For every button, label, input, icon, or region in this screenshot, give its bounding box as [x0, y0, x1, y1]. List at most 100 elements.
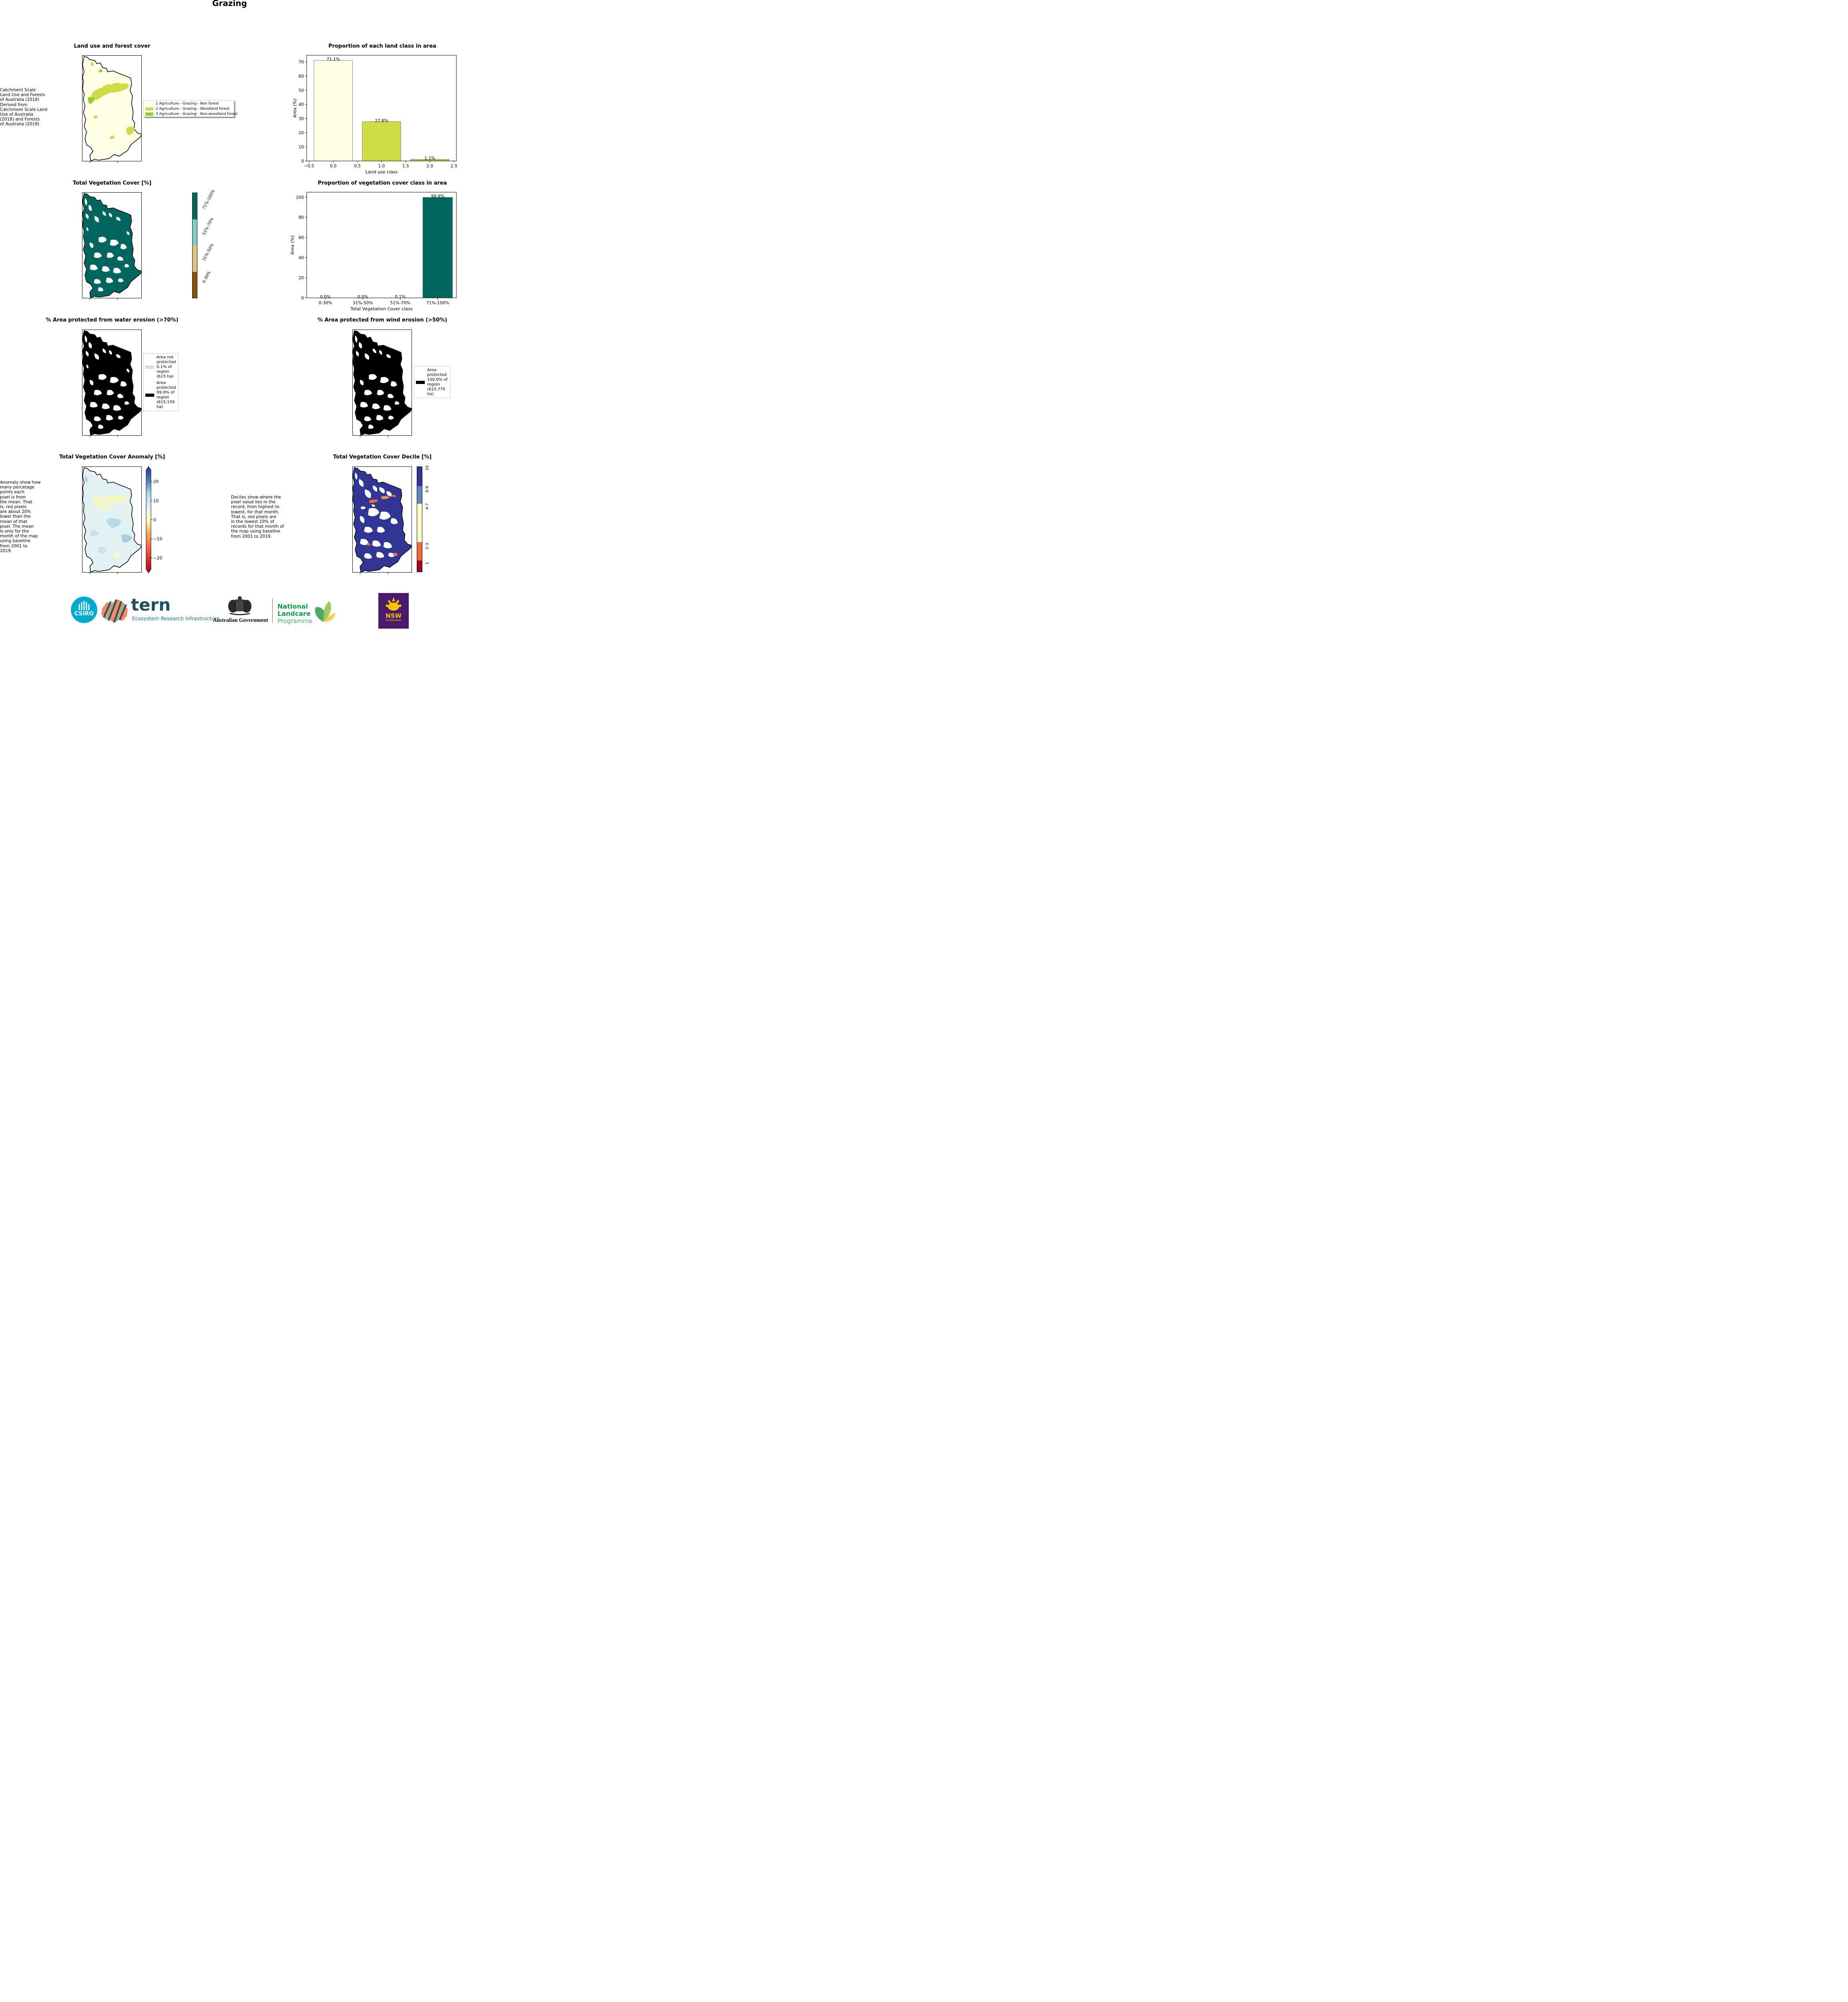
legend-label: Area protected 99.9% of region (615,159 …: [157, 381, 176, 409]
map-tick: [117, 573, 118, 574]
page-title: Grazing: [212, 0, 247, 8]
wind-erosion-map-canvas: [353, 330, 412, 435]
y-tick-label: 40: [299, 103, 304, 107]
colorbar-label: 31%-50%: [202, 243, 215, 262]
decile-map: [352, 466, 412, 573]
colorbar-segment: [417, 467, 422, 486]
y-axis-label: Area (%): [292, 98, 297, 118]
colorbar-segment: [417, 561, 422, 572]
wind-erosion-map: [352, 330, 412, 436]
coat-of-arms-icon: [228, 596, 251, 615]
legend-label: Area not protected 0.1% of region (615 h…: [157, 355, 176, 379]
csiro-logo: CSIRO: [71, 597, 97, 623]
legend-swatch: [145, 112, 153, 116]
bar-data-label: 0.0%: [358, 295, 368, 299]
vegclass-bar-chart: 0.0% 0-30% 0.0% 31%-50% 0.1% 51%-70% 99.9% 71%-…: [290, 192, 457, 312]
y-tick-label: 70: [299, 60, 304, 65]
landcare-programme: Programme: [277, 617, 313, 625]
x-tick-label: 1.0: [378, 164, 385, 169]
y-tick-label: 0: [301, 296, 304, 301]
colorbar-tick-label: −20: [153, 556, 162, 561]
legend-item: 1 Agriculture - Grazing - Non forest: [144, 101, 234, 106]
tern-subtitle: Ecosystem Research Infrastructure: [132, 615, 220, 621]
anomaly-map-title: Total Vegetation Cover Anomaly [%]: [59, 454, 165, 460]
anomaly-map: [82, 466, 142, 573]
bar-data-label: 0.0%: [320, 295, 331, 299]
bar: [313, 60, 353, 161]
decile-orange-patches: [361, 494, 398, 556]
landcare-leaf-icon: [315, 601, 335, 622]
colorbar-segment: [417, 486, 422, 504]
y-tick-label: 10: [299, 145, 304, 150]
legend-label: 1 Agriculture - Grazing - Non forest: [156, 101, 219, 106]
y-axis-label: Area (%): [290, 235, 295, 255]
colorbar-tick-label: 10: [153, 498, 159, 503]
landcare-line: National: [277, 603, 308, 610]
x-tick-label: 1.5: [402, 164, 409, 169]
x-axis-label: Land use class: [366, 169, 398, 175]
colorbar-segment: [193, 271, 197, 298]
x-tick-label: 0.0: [330, 164, 337, 169]
water-erosion-map: [82, 330, 142, 436]
y-tick-label: 0: [301, 159, 304, 164]
x-tick-label: 71%-100%: [426, 301, 449, 306]
water-erosion-legend: Area not protected 0.1% of region (615 h…: [143, 353, 179, 411]
australian-government-wordmark: Australian Government: [213, 617, 268, 623]
landuse-map-title: Land use and forest cover: [74, 43, 151, 49]
legend-swatch: [145, 366, 154, 369]
colorbar-label: 71%-100%: [202, 189, 216, 211]
legend-label: Area protected 100.0% of region (615,775…: [427, 368, 448, 396]
wind-erosion-legend: Area protected 100.0% of region (615,775…: [414, 366, 451, 398]
colorbar-segment: [193, 193, 197, 219]
legend-swatch: [145, 394, 154, 397]
veg-cover-map-canvas: [82, 193, 141, 298]
colorbar-label: 0-30%: [202, 270, 212, 284]
legend-item: 3 Agriculture - Grazing - Non-woodland f…: [144, 111, 237, 117]
landuse-map-note: Catchment Scale Land Use and Forests of …: [0, 88, 48, 127]
y-tick-label: 20: [299, 131, 304, 135]
nsw-logo: NSW GOVERNMENT: [378, 593, 409, 629]
decile-map-canvas: [353, 467, 412, 572]
decile-map-title: Total Vegetation Cover Decile [%]: [333, 454, 432, 460]
x-axis-label: Total Vegetation Cover class: [350, 306, 412, 312]
legend-item: Area protected 100.0% of region (615,775…: [414, 367, 450, 398]
plot-frame: [306, 192, 457, 298]
anomaly-colorbar: 20 10 0 −10 −20: [146, 466, 162, 573]
bar: [422, 197, 453, 298]
landuse-forest-patches: [88, 62, 135, 139]
wind-erosion-title: % Area protected from wind erosion (>50%…: [317, 317, 447, 323]
veg-cover-map-title: Total Vegetation Cover [%]: [72, 180, 152, 186]
colorbar-tick-label: 20: [153, 480, 159, 484]
landclass-chart-title: Proportion of each land class in area: [328, 43, 436, 49]
water-erosion-title: % Area protected from water erosion (>70…: [46, 317, 179, 323]
colorbar-label: 2-3: [425, 543, 430, 549]
bar-data-label: 27.8%: [375, 119, 388, 123]
colorbar-label: 8-9: [425, 486, 430, 492]
y-tick-label: 20: [299, 276, 304, 281]
y-tick-label: 60: [299, 74, 304, 79]
legend-item: Area protected 99.9% of region (615,159 …: [144, 380, 178, 410]
anomaly-map-note: Anomaly show how many percetage points e…: [0, 480, 41, 553]
landcare-title: National Landcare: [277, 603, 311, 617]
decile-colorbar: [417, 466, 422, 572]
veg-cover-gaps: [84, 198, 130, 291]
nsw-wordmark: NSW: [386, 612, 402, 619]
legend-swatch: [145, 102, 153, 105]
y-tick-label: 100: [296, 195, 304, 200]
y-tick-label: 50: [299, 88, 304, 93]
colorbar-label: 4-7: [425, 503, 430, 510]
logo-divider: [272, 599, 273, 623]
x-tick-label: 51%-70%: [390, 301, 410, 306]
legend-swatch: [416, 381, 425, 384]
nsw-government-text: GOVERNMENT: [386, 619, 402, 622]
bar-data-label: 0.1%: [395, 295, 406, 299]
landuse-map: [82, 55, 142, 161]
bar: [362, 121, 401, 161]
legend-label: 2 Agriculture - Grazing - Woodland fores…: [156, 107, 230, 111]
x-tick-label: 2.0: [426, 164, 433, 169]
landclass-bar-chart: 71.1% 27.8% 1.1% 0 10 20 30 40 50 60 70 −0.5 0.0 0.5 1…: [292, 55, 457, 175]
colorbar-tick-label: 0: [153, 518, 156, 523]
colorbar-label: 1: [425, 562, 430, 565]
veg-cover-colorbar: [192, 193, 197, 298]
decile-gaps: [355, 472, 398, 559]
